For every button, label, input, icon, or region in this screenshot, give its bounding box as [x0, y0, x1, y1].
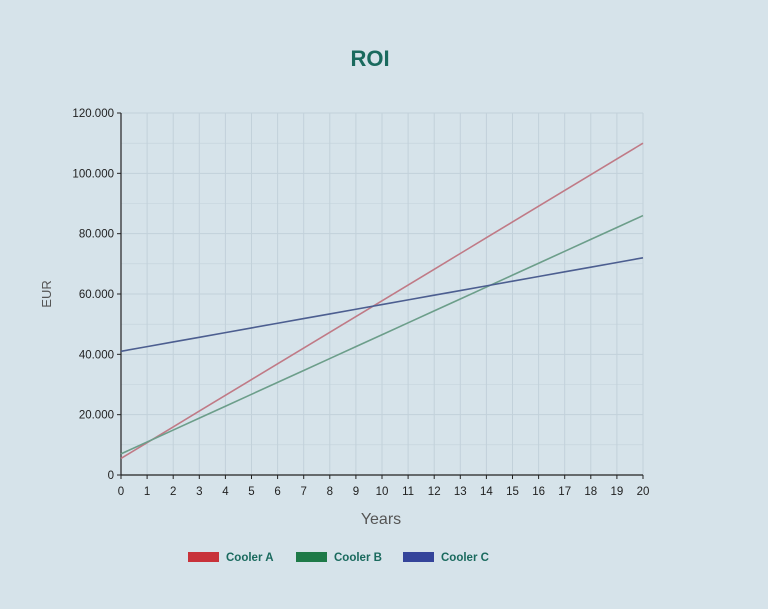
tick-labels: 0 1 2 3 4 5 6 7 8 9 10 11 12 13 14 15 16 17 18 19 20020.0004… [72, 108, 649, 498]
x-tick-label: 2 [170, 486, 176, 498]
y-tick-label: 40.000 [79, 349, 114, 361]
x-tick-label: 19 [611, 486, 624, 498]
x-tick-label: 1 [144, 486, 150, 498]
series-line-cooler-b [120, 214, 644, 455]
legend-label: Cooler A [226, 552, 274, 564]
x-axis-label: Years [361, 511, 401, 528]
y-tick-label: 0 [108, 470, 114, 482]
legend-label: Cooler B [334, 552, 382, 564]
x-tick-label: 0 [118, 486, 124, 498]
y-tick-label: 120.000 [72, 108, 114, 120]
chart-title: ROI [350, 46, 389, 71]
legend-swatch [188, 552, 219, 562]
x-tick-label: 16 [532, 486, 545, 498]
y-tick-label: 60.000 [79, 289, 114, 301]
x-tick-label: 13 [454, 486, 467, 498]
x-tick-label: 10 [376, 486, 389, 498]
y-tick-label: 80.000 [79, 229, 114, 241]
x-tick-label: 3 [196, 486, 202, 498]
y-tick-label: 100.000 [72, 168, 114, 180]
axes [117, 112, 644, 479]
x-tick-label: 7 [300, 486, 306, 498]
legend-swatch [296, 552, 327, 562]
x-tick-label: 11 [402, 486, 414, 498]
x-tick-label: 6 [274, 486, 280, 498]
legend-label: Cooler C [441, 552, 489, 564]
legend-swatch [403, 552, 434, 562]
x-tick-label: 4 [222, 486, 229, 498]
series-lines [120, 142, 644, 460]
x-tick-label: 9 [353, 486, 359, 498]
series-line-cooler-c [120, 257, 644, 353]
x-tick-label: 15 [506, 486, 519, 498]
x-tick-label: 14 [480, 486, 493, 498]
x-tick-label: 20 [637, 486, 650, 498]
x-tick-label: 18 [584, 486, 597, 498]
x-tick-label: 17 [558, 486, 571, 498]
y-axis-label: EUR [39, 280, 54, 307]
x-tick-label: 8 [327, 486, 333, 498]
x-tick-label: 12 [428, 486, 441, 498]
y-tick-label: 20.000 [79, 410, 114, 422]
legend: Cooler A Cooler B Cooler C [188, 552, 489, 564]
series-line-cooler-a [120, 142, 644, 460]
gridlines [121, 112, 644, 475]
x-tick-label: 5 [248, 486, 254, 498]
